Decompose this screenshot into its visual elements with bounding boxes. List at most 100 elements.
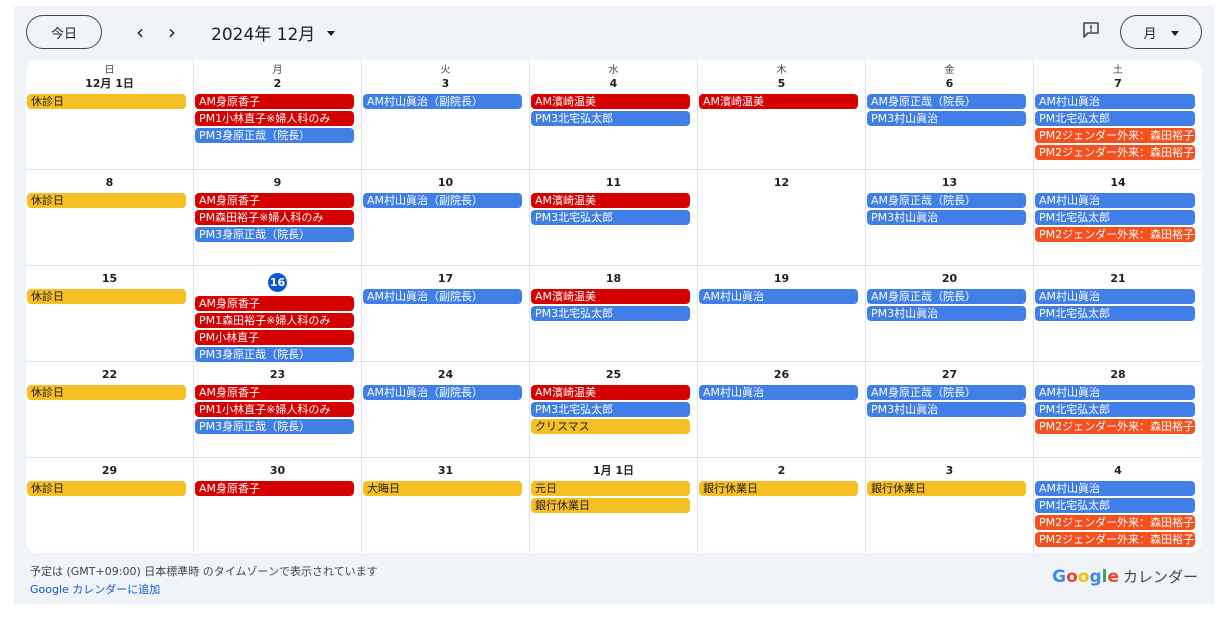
date-label[interactable]: 2 — [777, 464, 786, 477]
day-cell[interactable]: 9 AM身原香子 PM森田裕子※婦人科のみ PM3身原正哉（院長） — [194, 170, 362, 266]
event-chip[interactable]: AM身原正哉（院長） — [867, 385, 1026, 400]
date-label[interactable]: 22 — [101, 368, 118, 381]
date-label[interactable]: 4 — [1114, 464, 1122, 477]
day-cell[interactable]: 木 5 AM濱崎温美 — [698, 60, 866, 170]
day-cell[interactable]: 金 6 AM身原正哉（院長） PM3村山眞治 — [866, 60, 1034, 170]
day-cell[interactable]: 30 AM身原香子 — [194, 458, 362, 553]
event-chip[interactable]: AM身原正哉（院長） — [867, 289, 1026, 304]
day-cell[interactable]: 28 AM村山眞治 PM北宅弘太郎 PM2ジェンダー外来：森田裕子 — [1034, 362, 1202, 458]
date-label[interactable]: 7 — [1114, 77, 1122, 90]
today-date-label[interactable]: 16 — [194, 273, 361, 292]
date-label[interactable]: 19 — [773, 272, 790, 285]
day-cell[interactable]: 12 — [698, 170, 866, 266]
date-label[interactable]: 6 — [945, 77, 954, 90]
date-label[interactable]: 20 — [941, 272, 958, 285]
event-chip[interactable]: PM2ジェンダー外来：森田裕子 — [1035, 515, 1195, 530]
event-chip[interactable]: PM北宅弘太郎 — [1035, 210, 1195, 225]
date-label[interactable]: 11 — [605, 176, 622, 189]
event-chip[interactable]: AM濱崎温美 — [531, 193, 690, 208]
event-chip[interactable]: PM北宅弘太郎 — [1035, 402, 1195, 417]
event-chip[interactable]: AM濱崎温美 — [699, 94, 858, 109]
date-label[interactable]: 13 — [941, 176, 958, 189]
event-chip[interactable]: PM3身原正哉（院長） — [195, 347, 354, 362]
event-chip[interactable]: 休診日 — [27, 481, 186, 496]
day-cell[interactable]: 20 AM身原正哉（院長） PM3村山眞治 — [866, 266, 1034, 362]
event-chip[interactable]: 銀行休業日 — [699, 481, 858, 496]
date-label[interactable]: 10 — [437, 176, 454, 189]
day-cell[interactable]: 14 AM村山眞治 PM北宅弘太郎 PM2ジェンダー外来：森田裕子 — [1034, 170, 1202, 266]
event-chip[interactable]: PM2ジェンダー外来：森田裕子 — [1035, 532, 1195, 547]
event-chip[interactable]: PM3北宅弘太郎 — [531, 402, 690, 417]
today-button[interactable]: 今日 — [26, 15, 102, 49]
event-chip[interactable]: PM北宅弘太郎 — [1035, 498, 1195, 513]
day-cell[interactable]: 18 AM濱崎温美 PM3北宅弘太郎 — [530, 266, 698, 362]
event-chip[interactable]: PM3村山眞治 — [867, 210, 1026, 225]
event-chip[interactable]: 休診日 — [27, 193, 186, 208]
day-cell[interactable]: 16 AM身原香子 PM1森田裕子※婦人科のみ PM小林直子 PM3身原正哉（院長） — [194, 266, 362, 362]
date-label[interactable]: 24 — [437, 368, 454, 381]
event-chip[interactable]: AM身原香子 — [195, 385, 354, 400]
event-chip[interactable]: 休診日 — [27, 289, 186, 304]
event-chip[interactable]: AM身原香子 — [195, 296, 354, 311]
event-chip[interactable]: AM村山眞治 — [699, 385, 858, 400]
date-label[interactable]: 14 — [1110, 176, 1126, 189]
date-label[interactable]: 4 — [609, 77, 618, 90]
event-chip[interactable]: AM村山眞治 — [1035, 193, 1195, 208]
day-cell[interactable]: 2 銀行休業日 — [698, 458, 866, 553]
add-to-google-calendar-link[interactable]: Google カレンダーに追加 — [30, 583, 161, 596]
day-cell[interactable]: 27 AM身原正哉（院長） PM3村山眞治 — [866, 362, 1034, 458]
event-chip[interactable]: PM2ジェンダー外来：森田裕子 — [1035, 227, 1195, 242]
day-cell[interactable]: 11 AM濱崎温美 PM3北宅弘太郎 — [530, 170, 698, 266]
event-chip[interactable]: PM1森田裕子※婦人科のみ — [195, 313, 354, 328]
event-chip[interactable]: PM3北宅弘太郎 — [531, 111, 690, 126]
date-label[interactable]: 30 — [269, 464, 286, 477]
event-chip[interactable]: PM3村山眞治 — [867, 306, 1026, 321]
day-cell[interactable]: 19 AM村山眞治 — [698, 266, 866, 362]
date-label[interactable]: 17 — [437, 272, 454, 285]
event-chip[interactable]: PM3北宅弘太郎 — [531, 210, 690, 225]
next-month-button[interactable]: › — [168, 20, 176, 44]
date-label[interactable]: 27 — [941, 368, 958, 381]
date-label[interactable]: 28 — [1110, 368, 1126, 381]
date-label[interactable]: 26 — [773, 368, 790, 381]
event-chip[interactable]: PM3身原正哉（院長） — [195, 227, 354, 242]
event-chip[interactable]: 休診日 — [27, 385, 186, 400]
date-label[interactable]: 29 — [101, 464, 118, 477]
event-chip[interactable]: PM3村山眞治 — [867, 111, 1026, 126]
event-chip[interactable]: 銀行休業日 — [531, 498, 690, 513]
event-chip[interactable]: AM村山眞治（副院長） — [363, 289, 522, 304]
day-cell[interactable]: 26 AM村山眞治 — [698, 362, 866, 458]
event-chip[interactable]: AM身原正哉（院長） — [867, 94, 1026, 109]
event-chip[interactable]: PM北宅弘太郎 — [1035, 111, 1195, 126]
event-chip[interactable]: PM北宅弘太郎 — [1035, 306, 1195, 321]
date-label[interactable]: 1月 1日 — [592, 464, 635, 477]
day-cell[interactable]: 3 銀行休業日 — [866, 458, 1034, 553]
date-label[interactable]: 23 — [269, 368, 286, 381]
date-label[interactable]: 9 — [273, 176, 282, 189]
event-chip[interactable]: AM村山眞治 — [1035, 385, 1195, 400]
day-cell[interactable]: 8 休診日 — [26, 170, 194, 266]
date-label[interactable]: 3 — [441, 77, 450, 90]
event-chip[interactable]: PM2ジェンダー外来：森田裕子 — [1035, 419, 1195, 434]
event-chip[interactable]: PM1小林直子※婦人科のみ — [195, 111, 354, 126]
date-label[interactable]: 12月 1日 — [85, 77, 134, 90]
event-chip[interactable]: AM村山眞治（副院長） — [363, 193, 522, 208]
event-chip[interactable]: AM村山眞治（副院長） — [363, 94, 522, 109]
event-chip[interactable]: 大晦日 — [363, 481, 522, 496]
day-cell[interactable]: 25 AM濱崎温美 PM3北宅弘太郎 クリスマス — [530, 362, 698, 458]
date-label[interactable]: 15 — [101, 272, 118, 285]
day-cell[interactable]: 31 大晦日 — [362, 458, 530, 553]
event-chip[interactable]: PM1小林直子※婦人科のみ — [195, 402, 354, 417]
day-cell[interactable]: 29 休診日 — [26, 458, 194, 553]
day-cell[interactable]: 10 AM村山眞治（副院長） — [362, 170, 530, 266]
date-label[interactable]: 2 — [273, 77, 282, 90]
feedback-icon[interactable] — [1082, 22, 1100, 38]
date-label[interactable]: 12 — [773, 176, 790, 189]
event-chip[interactable]: AM濱崎温美 — [531, 289, 690, 304]
event-chip[interactable]: PM森田裕子※婦人科のみ — [195, 210, 354, 225]
event-chip[interactable]: PM3身原正哉（院長） — [195, 419, 354, 434]
event-chip[interactable]: AM濱崎温美 — [531, 385, 690, 400]
event-chip[interactable]: AM村山眞治（副院長） — [363, 385, 522, 400]
date-label[interactable]: 21 — [1110, 272, 1126, 285]
day-cell[interactable]: 1月 1日 元日 銀行休業日 — [530, 458, 698, 553]
